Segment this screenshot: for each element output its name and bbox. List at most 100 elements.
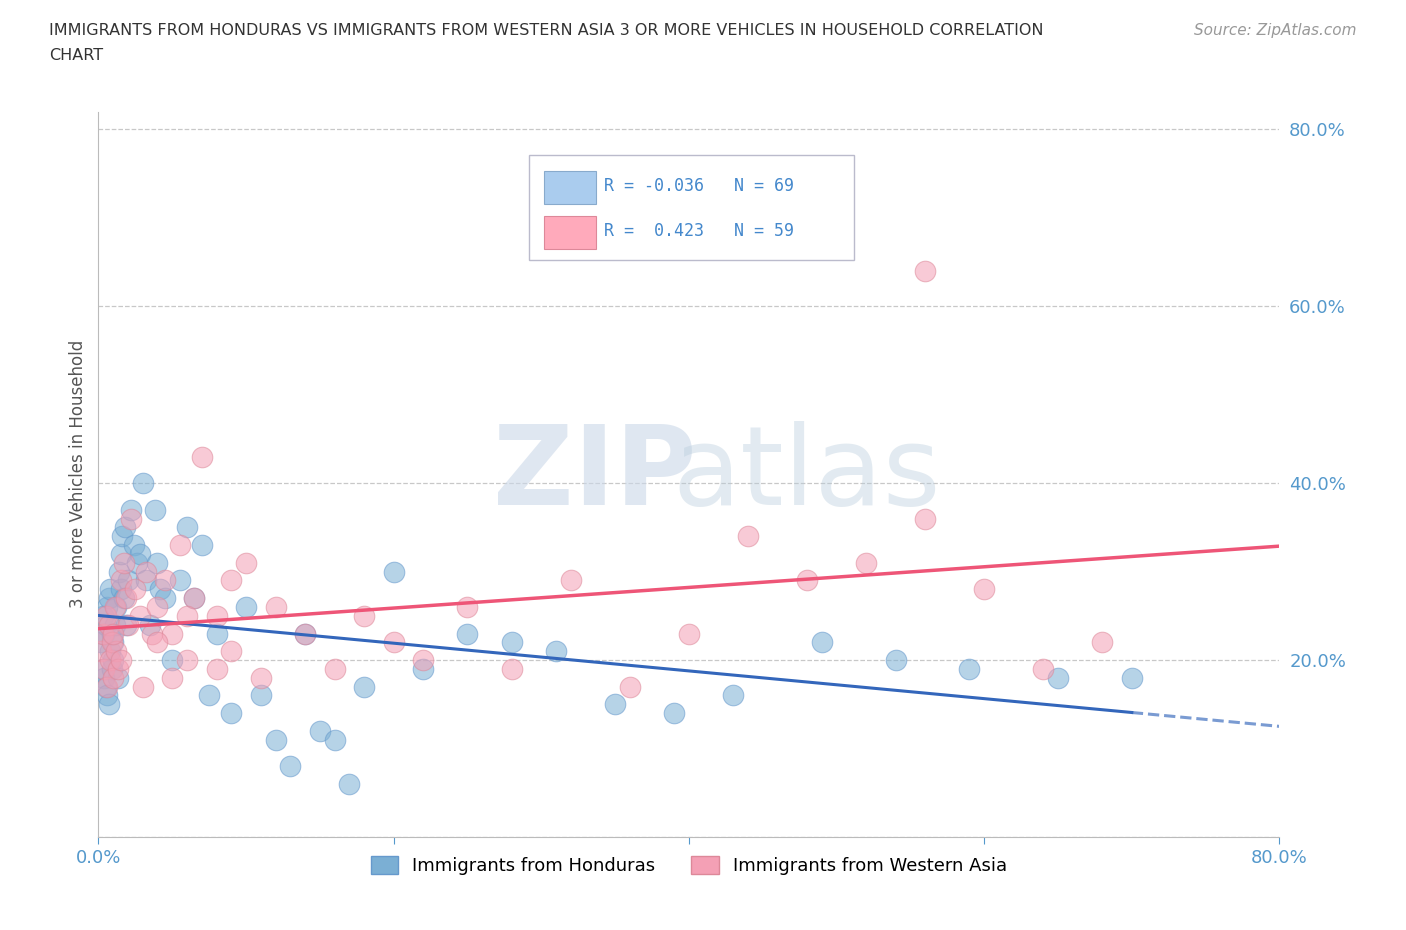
Point: [205, 661, 228, 676]
Point: [96, 600, 118, 615]
Point: [162, 671, 183, 685]
Point: [110, 547, 132, 562]
Point: [135, 565, 157, 579]
Point: [264, 600, 287, 615]
Point: [146, 600, 169, 615]
Point: [90, 635, 112, 650]
Point: [1091, 635, 1114, 650]
Text: CHART: CHART: [49, 48, 103, 63]
Point: [235, 555, 257, 570]
Point: [959, 661, 981, 676]
Point: [176, 653, 198, 668]
Point: [605, 697, 627, 711]
Point: [914, 512, 936, 526]
Point: [97, 697, 120, 711]
Point: [125, 555, 148, 570]
Point: [664, 706, 686, 721]
Point: [107, 661, 129, 676]
Point: [112, 591, 135, 605]
Text: R = -0.036   N = 69: R = -0.036 N = 69: [605, 178, 794, 195]
Point: [105, 644, 128, 658]
Point: [309, 724, 332, 738]
Point: [139, 618, 162, 632]
Point: [91, 608, 114, 623]
Point: [97, 618, 120, 632]
Point: [105, 600, 128, 615]
Text: Source: ZipAtlas.com: Source: ZipAtlas.com: [1194, 23, 1357, 38]
Point: [619, 679, 641, 694]
Point: [294, 626, 316, 641]
Point: [382, 565, 405, 579]
Point: [1046, 671, 1070, 685]
Legend: Immigrants from Honduras, Immigrants from Western Asia: Immigrants from Honduras, Immigrants fro…: [364, 848, 1014, 883]
Point: [100, 635, 122, 650]
Point: [678, 626, 700, 641]
Point: [546, 644, 568, 658]
Point: [914, 263, 936, 278]
Point: [323, 661, 346, 676]
Point: [191, 449, 214, 464]
Point: [1032, 661, 1054, 676]
Point: [97, 591, 120, 605]
Point: [90, 644, 112, 658]
Point: [94, 679, 117, 694]
Point: [457, 600, 479, 615]
Point: [250, 688, 273, 703]
Point: [235, 600, 257, 615]
Point: [94, 618, 117, 632]
Point: [141, 626, 163, 641]
Point: [205, 608, 228, 623]
Point: [353, 679, 375, 694]
Point: [110, 573, 132, 588]
Point: [93, 626, 115, 641]
Point: [323, 732, 346, 747]
Point: [103, 653, 125, 668]
Point: [176, 608, 198, 623]
FancyBboxPatch shape: [544, 171, 596, 205]
Point: [737, 529, 759, 544]
Point: [103, 635, 125, 650]
Point: [280, 759, 302, 774]
Point: [162, 626, 183, 641]
Point: [205, 626, 228, 641]
Point: [264, 732, 287, 747]
Point: [884, 653, 907, 668]
Point: [810, 635, 832, 650]
Point: [412, 653, 434, 668]
Point: [104, 618, 127, 632]
Point: [98, 653, 121, 668]
Point: [149, 582, 172, 597]
Point: [96, 679, 118, 694]
Point: [122, 538, 145, 552]
Point: [973, 582, 995, 597]
Point: [501, 661, 523, 676]
Point: [457, 626, 479, 641]
Point: [120, 502, 142, 517]
Point: [198, 688, 221, 703]
Point: [339, 777, 361, 791]
Point: [117, 573, 139, 588]
Point: [153, 591, 176, 605]
Point: [111, 529, 134, 544]
Y-axis label: 3 or more Vehicles in Household: 3 or more Vehicles in Household: [69, 340, 87, 608]
Point: [117, 618, 139, 632]
FancyBboxPatch shape: [544, 216, 596, 249]
FancyBboxPatch shape: [530, 155, 855, 260]
Point: [124, 582, 146, 597]
Point: [128, 608, 150, 623]
Point: [114, 520, 136, 535]
Point: [103, 626, 125, 641]
Point: [796, 573, 818, 588]
Point: [112, 555, 135, 570]
Point: [100, 626, 122, 641]
Point: [153, 573, 176, 588]
Point: [104, 600, 127, 615]
Point: [132, 679, 155, 694]
Point: [221, 573, 243, 588]
Point: [103, 671, 125, 685]
Point: [132, 476, 155, 491]
Point: [560, 573, 582, 588]
Point: [107, 671, 129, 685]
Point: [128, 547, 150, 562]
Point: [855, 555, 877, 570]
